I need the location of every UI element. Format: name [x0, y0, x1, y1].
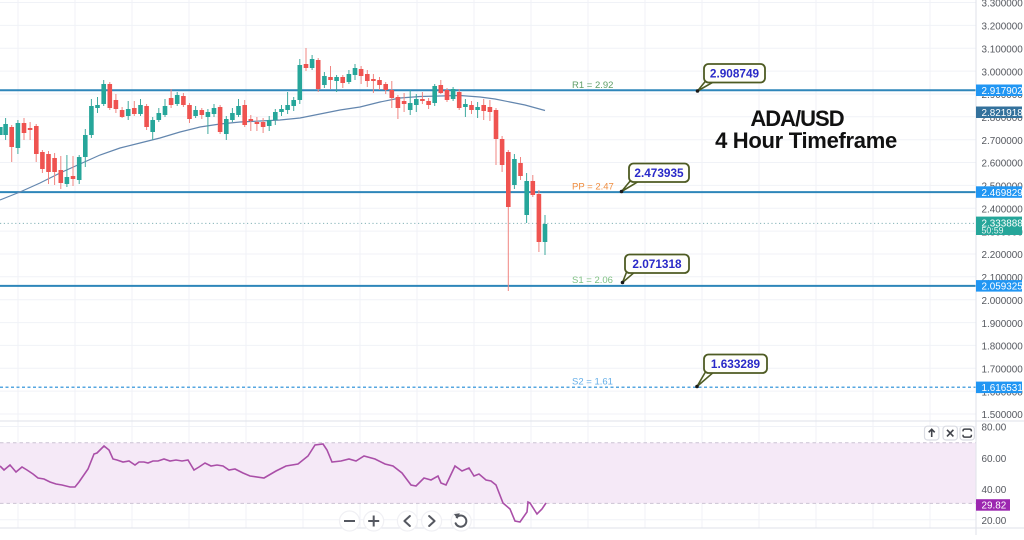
svg-text:2.200000: 2.200000	[982, 250, 1024, 261]
svg-text:R1 = 2.92: R1 = 2.92	[572, 80, 613, 91]
svg-text:2.000000: 2.000000	[982, 296, 1024, 307]
svg-text:3.000000: 3.000000	[982, 67, 1024, 78]
svg-text:2.400000: 2.400000	[982, 205, 1024, 216]
svg-text:1.900000: 1.900000	[982, 319, 1024, 330]
svg-text:S2 = 1.61: S2 = 1.61	[572, 377, 613, 388]
svg-text:2.100000: 2.100000	[982, 273, 1024, 284]
svg-text:1.616531: 1.616531	[982, 383, 1024, 394]
svg-text:2.469829: 2.469829	[982, 188, 1024, 199]
svg-text:2.908749: 2.908749	[710, 67, 760, 81]
svg-text:2.600000: 2.600000	[982, 159, 1024, 170]
svg-text:1.500000: 1.500000	[982, 410, 1024, 421]
svg-text:2.821918: 2.821918	[982, 108, 1024, 119]
svg-text:3.100000: 3.100000	[982, 44, 1024, 55]
svg-text:2.473935: 2.473935	[634, 166, 684, 180]
svg-text:ADA/USD: ADA/USD	[750, 106, 843, 131]
svg-text:2.800000: 2.800000	[982, 113, 1024, 124]
svg-text:40.00: 40.00	[982, 485, 1007, 496]
svg-text:S1 = 2.06: S1 = 2.06	[572, 275, 613, 286]
svg-text:80.00: 80.00	[982, 423, 1007, 434]
svg-text:1.633289: 1.633289	[711, 357, 761, 371]
svg-text:1.800000: 1.800000	[982, 342, 1024, 353]
svg-text:3.200000: 3.200000	[982, 22, 1024, 33]
svg-text:29.82: 29.82	[982, 500, 1007, 511]
svg-text:2.071318: 2.071318	[632, 257, 682, 271]
svg-text:2.333888: 2.333888	[982, 219, 1024, 230]
svg-text:2.059325: 2.059325	[982, 282, 1024, 293]
svg-text:2.917902: 2.917902	[982, 86, 1023, 97]
svg-text:4 Hour Timeframe: 4 Hour Timeframe	[715, 128, 897, 153]
svg-text:2.700000: 2.700000	[982, 136, 1024, 147]
svg-text:50:59: 50:59	[982, 225, 1004, 235]
svg-text:1.700000: 1.700000	[982, 365, 1024, 376]
svg-text:PP = 2.47: PP = 2.47	[572, 182, 614, 193]
svg-text:3.300000: 3.300000	[982, 0, 1024, 10]
svg-text:20.00: 20.00	[982, 516, 1007, 527]
svg-text:60.00: 60.00	[982, 454, 1007, 465]
